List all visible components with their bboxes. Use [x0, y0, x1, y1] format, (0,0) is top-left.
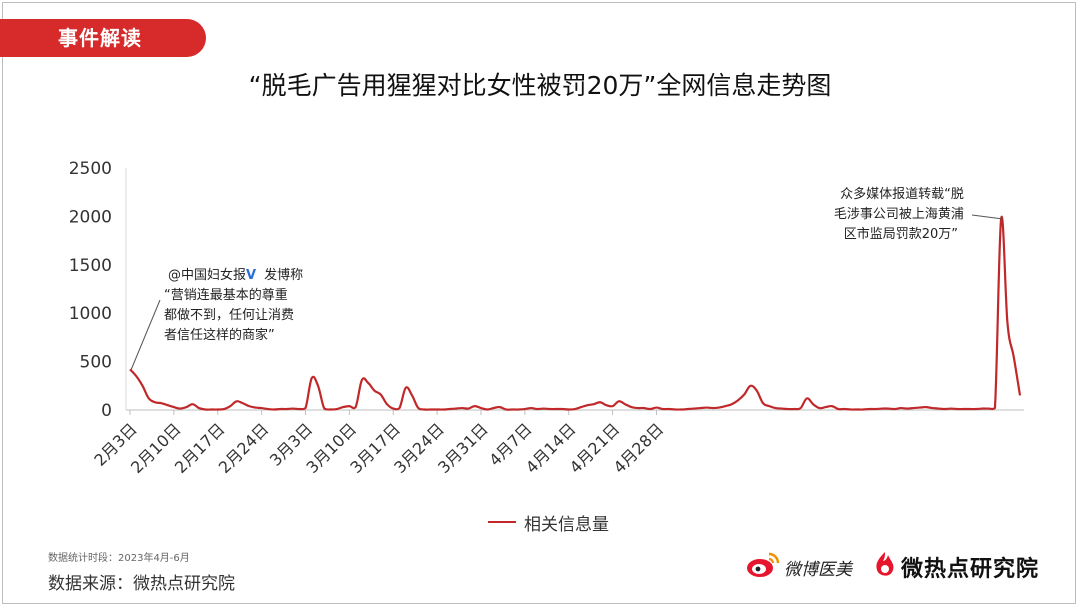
annotation-leader-right	[971, 214, 1004, 220]
y-tick-label: 2500	[69, 159, 112, 179]
series-layer	[129, 215, 1022, 411]
fire-icon	[872, 550, 898, 584]
section-tag: 事件解读	[0, 19, 206, 57]
legend-label: 相关信息量	[524, 514, 609, 535]
verified-mark: V	[246, 268, 256, 283]
data-source: 数据来源：微热点研究院	[48, 574, 235, 594]
legend-swatch	[488, 521, 516, 523]
series-line-相关信息量	[129, 215, 1022, 411]
annotation-left-line-2: 发博称	[264, 267, 303, 283]
weiredian-text: 微热点研究院	[901, 557, 1040, 582]
annotation-left-line-4: 都做不到，任何让消费	[164, 307, 294, 323]
y-tick-label: 1000	[69, 304, 112, 324]
annotation-left: @中国妇女报V 发博称 “营销连最基本的尊重 都做不到，任何让消费 者信任这样的商…	[164, 267, 307, 343]
y-tick-label: 500	[80, 353, 112, 373]
annotation-right: 众多媒体报道转载“脱 毛涉事公司被上海黄浦 区市监局罚款20万”	[834, 186, 968, 242]
annotation-right-line-2: 毛涉事公司被上海黄浦	[834, 207, 964, 222]
annotation-left-line-5: 者信任这样的商家”	[164, 327, 275, 343]
weibo-yimei-logo: 微博医美	[746, 551, 852, 583]
chart-legend: 相关信息量	[488, 510, 609, 535]
weiredian-logo: 微热点研究院	[872, 550, 1039, 584]
y-tick-label: 0	[101, 401, 112, 421]
logos: 微博医美 微热点研究院	[746, 550, 1039, 584]
x-axis: 2月3日2月10日2月17日2月24日3月3日3月10日3月17日3月24日3月…	[90, 409, 1024, 477]
weibo-icon	[746, 551, 780, 583]
y-axis: 0 500 1000 1500 2000 2500	[69, 159, 127, 421]
y-tick-label: 1500	[69, 256, 112, 276]
annotation-right-line-1: 众多媒体报道转载“脱	[840, 186, 964, 202]
annotation-left-line-1: @中国妇女报	[168, 267, 246, 283]
weibo-yimei-text: 微博医美	[784, 559, 852, 580]
annotation-right-line-3: 区市监局罚款20万”	[844, 226, 958, 242]
data-period-note: 数据统计时段：2023年4月-6月	[48, 553, 190, 564]
y-tick-label: 2000	[69, 207, 112, 227]
annotation-left-line-3: “营销连最基本的尊重	[164, 287, 288, 303]
annotation-leader-left	[130, 299, 161, 371]
chart-title: “脱毛广告用猩猩对比女性被罚20万”全网信息走势图	[248, 71, 832, 100]
